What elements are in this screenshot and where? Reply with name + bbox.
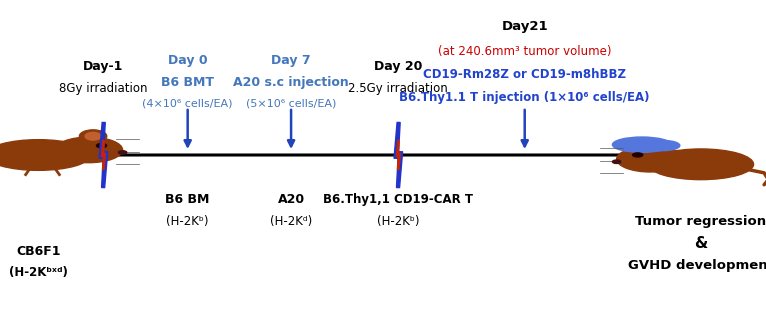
Text: CD19-Rm28Z or CD19-m8hBBZ: CD19-Rm28Z or CD19-m8hBBZ (423, 68, 627, 81)
Text: (4×10⁶ cells/EA): (4×10⁶ cells/EA) (142, 99, 233, 109)
Text: 8Gy irradiation: 8Gy irradiation (59, 82, 148, 95)
Ellipse shape (647, 140, 680, 151)
Text: A20: A20 (277, 193, 305, 206)
Text: B6.Thy1,1 CD19-CAR T: B6.Thy1,1 CD19-CAR T (323, 193, 473, 206)
Ellipse shape (633, 139, 660, 152)
Text: (H-2Kᵇ): (H-2Kᵇ) (377, 215, 420, 228)
Text: Day 7: Day 7 (271, 54, 311, 67)
Text: (H-2Kᵇˣᵈ): (H-2Kᵇˣᵈ) (9, 266, 67, 279)
Text: (5×10⁶ cells/EA): (5×10⁶ cells/EA) (246, 99, 336, 109)
Polygon shape (99, 122, 108, 188)
Text: Day 0: Day 0 (168, 54, 208, 67)
Text: CB6F1: CB6F1 (16, 245, 61, 258)
Polygon shape (396, 140, 401, 170)
Text: (H-2Kᵈ): (H-2Kᵈ) (270, 215, 313, 228)
Polygon shape (394, 122, 403, 188)
Text: B6.Thy1.1 T injection (1×10⁶ cells/EA): B6.Thy1.1 T injection (1×10⁶ cells/EA) (399, 91, 650, 104)
Circle shape (633, 153, 643, 157)
Ellipse shape (613, 137, 671, 153)
Text: &: & (694, 236, 708, 251)
Ellipse shape (80, 130, 106, 143)
Ellipse shape (617, 146, 684, 172)
Text: 2.5Gy irradiation: 2.5Gy irradiation (349, 82, 448, 95)
Text: Tumor regression: Tumor regression (635, 215, 766, 228)
Text: (at 240.6mm³ tumor volume): (at 240.6mm³ tumor volume) (438, 45, 611, 58)
Ellipse shape (55, 137, 123, 163)
Text: Day21: Day21 (502, 20, 548, 33)
Text: (H-2Kᵇ): (H-2Kᵇ) (166, 215, 209, 228)
Polygon shape (101, 140, 106, 170)
Text: B6 BM: B6 BM (165, 193, 210, 206)
Ellipse shape (648, 149, 754, 180)
Circle shape (119, 151, 127, 154)
Text: GVHD development: GVHD development (628, 259, 766, 272)
Circle shape (97, 144, 106, 148)
Text: B6 BMT: B6 BMT (161, 76, 214, 89)
Text: Day-1: Day-1 (83, 60, 123, 73)
Circle shape (613, 160, 620, 163)
Ellipse shape (0, 140, 91, 170)
Ellipse shape (85, 132, 101, 140)
Text: Day 20: Day 20 (374, 60, 423, 73)
Text: A20 s.c injection: A20 s.c injection (233, 76, 349, 89)
